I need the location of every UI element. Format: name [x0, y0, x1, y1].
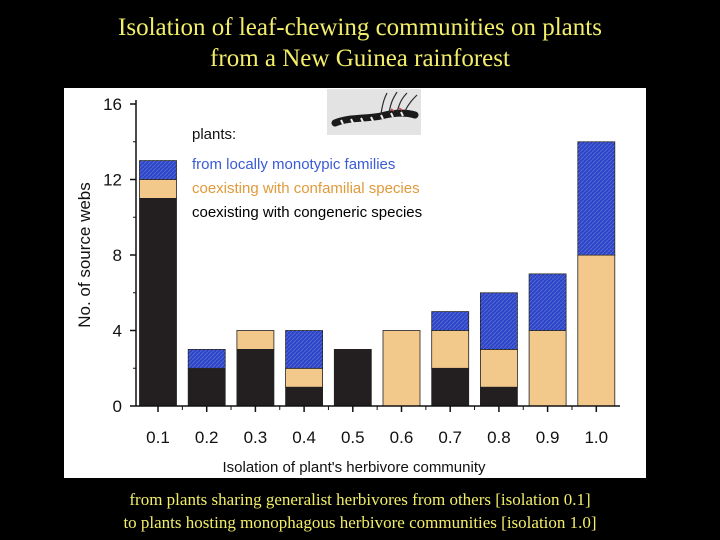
x-tick-label: 0.1 [146, 428, 170, 447]
caption-line-2: to plants hosting monophagous herbivore … [123, 513, 597, 532]
x-tick-label: 0.8 [487, 428, 511, 447]
x-tick-label: 0.4 [292, 428, 316, 447]
legend-entry: coexisting with congeneric species [192, 204, 422, 221]
bar-hatch-0.8 [480, 292, 518, 350]
bar-segment-0.7-series-0 [431, 367, 470, 407]
bar-hatch-1.0 [577, 141, 615, 256]
slide-title: Isolation of leaf-chewing communities on… [0, 12, 720, 74]
slide-caption: from plants sharing generalist herbivore… [0, 488, 720, 534]
bar-segment-0.1-series-0 [139, 198, 177, 407]
bar-segment-0.3-series-0 [236, 348, 275, 407]
y-axis-title: No. of source webs [75, 182, 94, 328]
y-tick-label: 8 [113, 246, 122, 265]
x-tick-label: 0.7 [438, 428, 462, 447]
x-tick-label: 0.3 [244, 428, 268, 447]
x-tick-label: 0.9 [536, 428, 560, 447]
bar-hatch-0.9 [529, 273, 567, 331]
bar-segment-0.4-series-0 [285, 386, 324, 407]
bar-hatch-0.1 [139, 160, 177, 180]
caption-line-1: from plants sharing generalist herbivore… [129, 490, 591, 509]
legend-entry: coexisting with confamilial species [192, 180, 420, 197]
chart-panel: 0 4 8 12 16 0.1 0.2 0.3 0.4 0.5 0.6 0.7 0.8 0.9 1.0 pl… [64, 88, 646, 478]
bar-segment-1.0-series-1 [577, 254, 616, 407]
bar-segment-0.8-series-1 [479, 348, 518, 388]
title-line-2: from a New Guinea rainforest [210, 45, 510, 72]
bar-segment-0.7-series-1 [431, 330, 470, 369]
title-line-1: Isolation of leaf-chewing communities on… [118, 14, 602, 41]
stacked-bar-chart: 0 4 8 12 16 0.1 0.2 0.3 0.4 0.5 0.6 0.7 0.8 0.9 1.0 pl… [75, 89, 620, 476]
x-tick-label: 1.0 [584, 428, 608, 447]
bar-hatch-0.2 [188, 349, 226, 369]
bar-hatch-0.4 [285, 330, 323, 369]
caterpillar-photo-icon [327, 89, 421, 135]
x-tick-label: 0.5 [341, 428, 365, 447]
bar-segment-0.1-series-1 [139, 179, 177, 199]
bar-segment-0.9-series-1 [528, 330, 567, 407]
y-tick-label: 16 [103, 95, 122, 114]
legend-title: plants: [192, 126, 236, 143]
y-tick-label: 12 [103, 171, 122, 190]
bar-segment-0.4-series-1 [285, 367, 324, 388]
bar-hatch-0.7 [431, 311, 469, 331]
x-tick-label: 0.2 [195, 428, 219, 447]
x-tick-label: 0.6 [390, 428, 414, 447]
legend-entry: from locally monotypic families [192, 156, 395, 173]
x-axis-title: Isolation of plant's herbivore community [223, 459, 486, 476]
bar-segment-0.8-series-0 [479, 386, 518, 407]
y-tick-label: 4 [113, 322, 122, 341]
bar-segment-0.5-series-0 [333, 348, 372, 407]
bar-segment-0.6-series-1 [382, 330, 421, 407]
y-tick-label: 0 [113, 397, 122, 416]
bar-segment-0.3-series-1 [236, 330, 275, 350]
bar-segment-0.2-series-0 [187, 367, 226, 407]
